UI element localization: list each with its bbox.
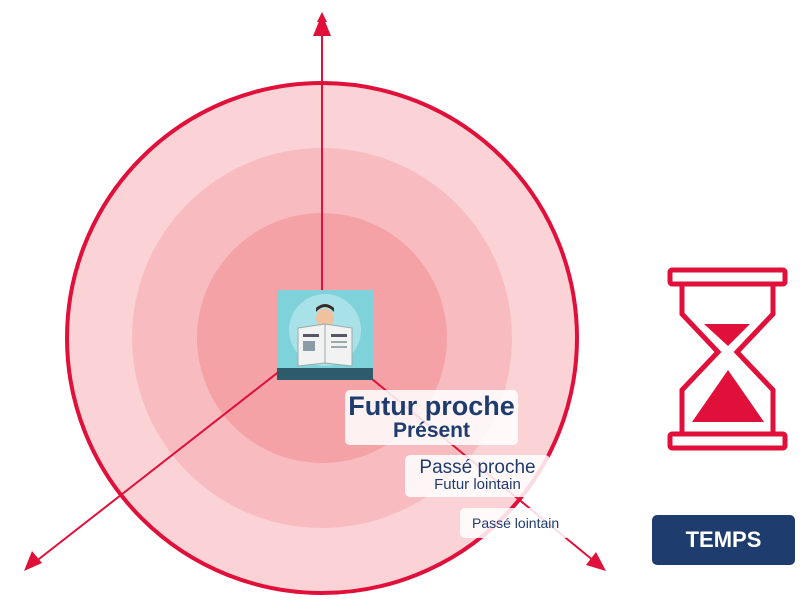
hourglass-icon: [670, 270, 785, 448]
label-box: Futur proche Présent: [345, 390, 518, 445]
newspaper-reader-icon: [277, 290, 373, 380]
arrowhead: [24, 551, 42, 571]
diagram: Futur proche Présent Passé proche Futur …: [0, 0, 806, 605]
arrowhead: [586, 552, 606, 571]
temps-button[interactable]: TEMPS: [652, 515, 795, 565]
label-primary: Passé lointain: [472, 516, 571, 530]
label-primary: Passé proche: [405, 458, 550, 477]
label-primary: Futur proche: [345, 393, 518, 420]
label-box: Passé proche Futur lointain: [405, 455, 550, 497]
label-secondary: Présent: [345, 420, 518, 441]
arrowhead: [313, 14, 331, 36]
label-box: Passé lointain: [460, 508, 571, 538]
label-secondary: Futur lointain: [405, 477, 550, 492]
